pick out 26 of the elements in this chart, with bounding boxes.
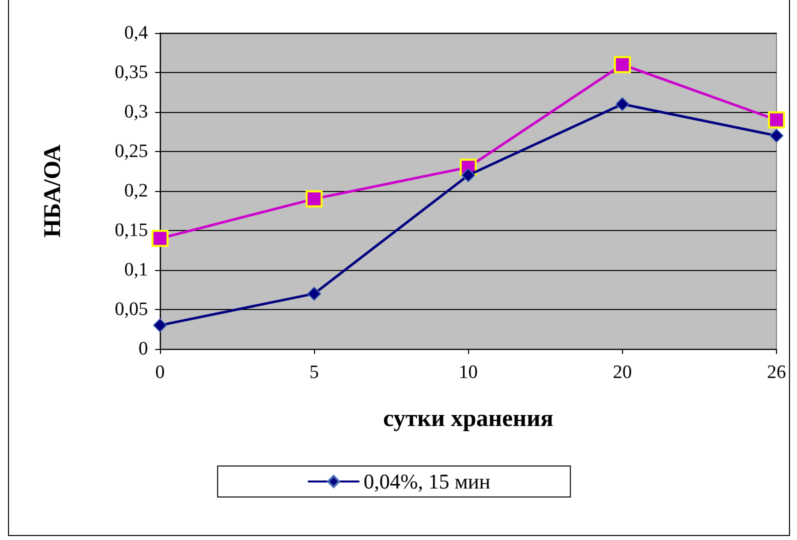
point [152,230,168,247]
x-tick-label: 0 [155,362,165,383]
y-tick-label: 0 [138,338,148,360]
point [770,128,784,143]
x-tick-label: 5 [309,362,319,383]
y-tick-label: 0,05 [114,299,148,320]
y-tick-label: 0,2 [124,180,148,202]
point [307,286,322,301]
y-tick-label: 0,35 [114,62,148,83]
legend-label: 0,04%, 15 мин [364,470,490,494]
x-tick-label: 10 [458,362,478,383]
point [306,190,323,208]
y-tick-label: 0,15 [114,220,148,241]
y-tick-label: 0,4 [124,22,148,44]
y-tick-label: 0,3 [124,102,148,122]
y-axis-title: НБА/ОА [40,144,66,238]
x-axis-title: сутки хранения [383,406,554,432]
point [768,111,785,128]
point [461,168,476,182]
point [615,97,630,112]
x-tick-label: 26 [767,362,786,383]
point [153,318,167,332]
point [614,56,631,74]
y-tick-label: 0,25 [114,141,148,162]
y-tick-label: 0,1 [124,260,148,280]
x-tick-label: 20 [612,362,632,383]
